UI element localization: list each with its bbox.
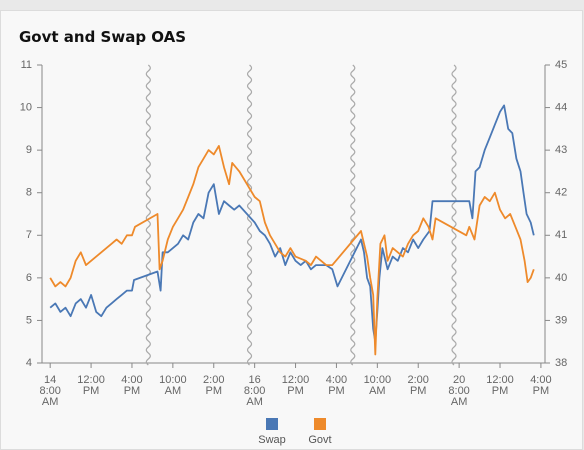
y-tick-label: 8 xyxy=(26,187,32,199)
legend-label: Swap xyxy=(258,434,286,446)
axis-break xyxy=(246,64,253,366)
y-tick-label: 10 xyxy=(20,101,32,113)
y-tick-label: 7 xyxy=(26,229,32,241)
x-tick-label: 20 8:00 AM xyxy=(448,374,470,408)
x-tick-label: 10:00 AM xyxy=(363,374,392,397)
x-tick-label: 12:00 PM xyxy=(486,374,514,397)
y2-tick-label: 40 xyxy=(555,272,567,284)
y2-tick-label: 45 xyxy=(555,59,567,71)
x-tick-label: 16 8:00 AM xyxy=(243,374,266,408)
y-tick-label: 5 xyxy=(26,314,32,326)
legend-label: Govt xyxy=(308,434,332,446)
y2-tick-label: 43 xyxy=(555,144,567,156)
y-tick-label: 9 xyxy=(26,144,32,156)
y2-tick-label: 39 xyxy=(555,314,567,326)
x-tick-label: 10:00 AM xyxy=(159,374,187,397)
series-line xyxy=(49,104,535,343)
chart-title: Govt and Swap OAS xyxy=(19,28,187,46)
x-tick-label: 4:00 PM xyxy=(325,374,348,397)
y-tick-label: 11 xyxy=(21,59,32,71)
y2-tick-label: 41 xyxy=(555,229,567,241)
legend-swatch[interactable] xyxy=(266,418,278,430)
y-tick-label: 4 xyxy=(26,357,32,369)
card xyxy=(0,10,583,450)
y2-tick-label: 38 xyxy=(555,357,567,369)
y2-tick-label: 44 xyxy=(555,101,567,113)
x-tick-label: 2:00 PM xyxy=(203,374,225,397)
axis-break xyxy=(350,64,356,366)
axis-break xyxy=(451,64,457,366)
y-tick-label: 6 xyxy=(26,272,32,284)
x-tick-label: 14 8:00 AM xyxy=(39,374,61,408)
axis-break xyxy=(145,64,151,366)
x-tick-label: 4:00 PM xyxy=(121,374,143,397)
series-line xyxy=(49,145,535,356)
x-tick-label: 2:00 PM xyxy=(407,374,429,397)
y2-tick-label: 42 xyxy=(555,187,567,199)
x-tick-label: 12:00 PM xyxy=(281,374,310,397)
x-tick-label: 12:00 PM xyxy=(77,374,105,397)
x-tick-label: 4:00 PM xyxy=(530,374,552,397)
legend-swatch[interactable] xyxy=(314,418,326,430)
